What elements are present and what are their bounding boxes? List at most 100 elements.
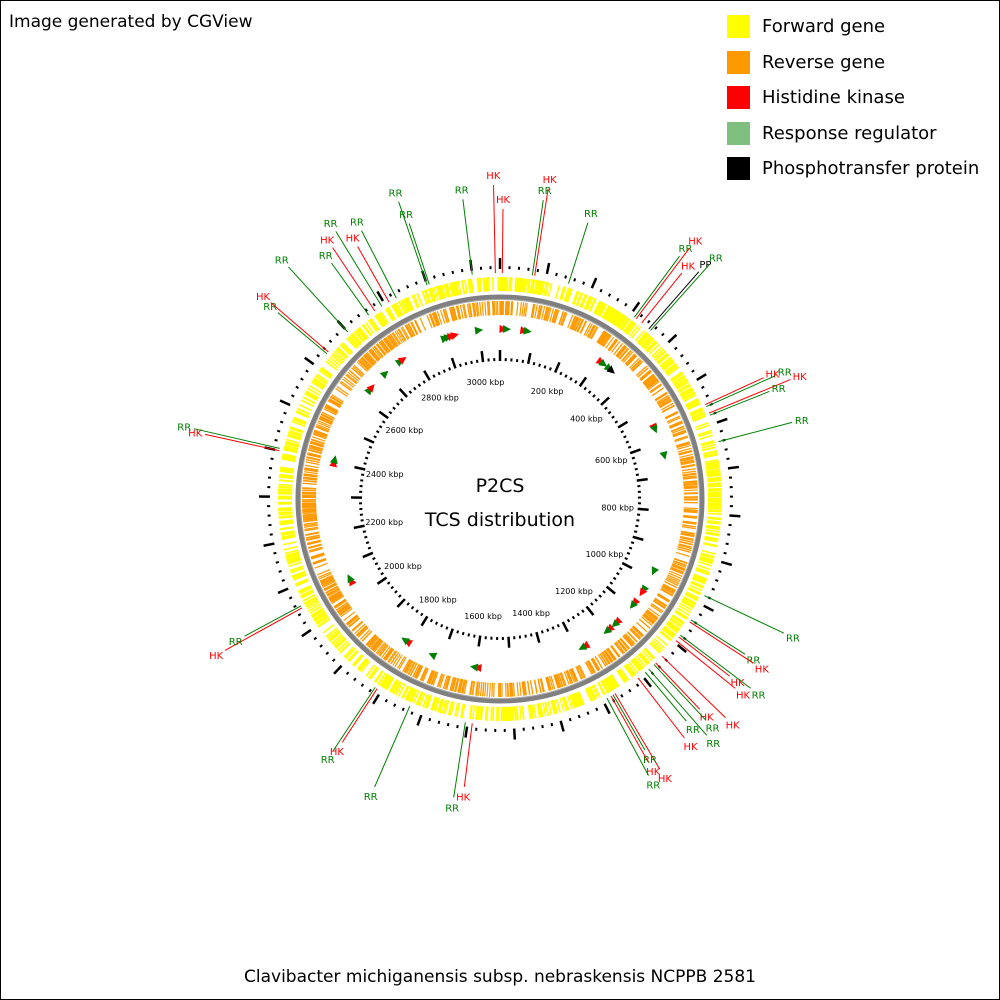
forward-gene-mark xyxy=(706,520,721,524)
forward-gene-mark xyxy=(280,467,295,472)
forward-gene-mark xyxy=(350,333,362,346)
reverse-gene-mark xyxy=(317,420,332,427)
reverse-gene-mark xyxy=(372,347,382,359)
reverse-gene-mark xyxy=(672,561,687,568)
forward-gene-mark xyxy=(527,278,531,293)
forward-gene-mark xyxy=(292,418,307,426)
outer-minor-tick xyxy=(718,570,722,573)
reverse-gene-mark xyxy=(651,387,665,397)
forward-gene-mark xyxy=(370,317,380,331)
reverse-gene-mark xyxy=(491,682,494,697)
forward-gene-mark xyxy=(451,281,457,296)
ruler-minor-tick xyxy=(587,390,592,394)
forward-gene-mark xyxy=(353,655,364,667)
forward-gene-mark xyxy=(357,658,368,671)
reverse-gene-mark xyxy=(384,337,394,350)
reverse-gene-mark xyxy=(336,386,349,396)
forward-gene-mark xyxy=(279,476,294,480)
forward-gene-mark xyxy=(507,706,510,721)
reverse-gene-mark xyxy=(601,651,611,664)
feature-label-rr: RR xyxy=(445,803,459,814)
reverse-gene-mark xyxy=(656,394,669,404)
reverse-gene-mark xyxy=(652,600,666,610)
reverse-gene-mark xyxy=(531,304,536,318)
reverse-gene-mark xyxy=(672,429,686,436)
ruler-major-tick xyxy=(480,350,485,363)
forward-gene-mark xyxy=(665,364,678,374)
reverse-gene-mark xyxy=(334,599,347,608)
feature-leader-line xyxy=(361,230,397,299)
forward-gene-mark xyxy=(576,691,584,706)
reverse-gene-mark xyxy=(448,307,454,322)
outer-minor-tick xyxy=(300,377,304,381)
feature-label-rr: RR xyxy=(177,422,191,433)
outer-major-tick xyxy=(720,560,733,567)
reverse-gene-mark xyxy=(469,680,474,695)
feature-leader-line xyxy=(709,391,770,416)
ruler-minor-tick xyxy=(624,557,628,561)
reverse-gene-mark xyxy=(681,463,696,468)
reverse-gene-mark xyxy=(479,301,482,317)
ruler-major-tick xyxy=(362,551,374,559)
reverse-gene-mark xyxy=(521,681,525,696)
forward-gene-mark xyxy=(547,282,553,297)
forward-gene-mark xyxy=(660,630,673,641)
reverse-gene-mark xyxy=(367,636,379,648)
ruler-major-tick xyxy=(353,524,365,530)
forward-gene-mark xyxy=(304,392,318,401)
forward-gene-mark xyxy=(443,283,449,298)
forward-gene-mark xyxy=(300,399,315,408)
reverse-gene-mark xyxy=(476,302,480,317)
forward-gene-mark xyxy=(292,417,307,425)
forward-gene-mark xyxy=(280,532,295,536)
reverse-gene-mark xyxy=(554,674,560,689)
feature-leader-line xyxy=(610,695,649,763)
forward-gene-mark xyxy=(648,343,660,355)
forward-gene-mark xyxy=(702,446,717,452)
reverse-gene-mark xyxy=(356,625,368,636)
reverse-gene-mark xyxy=(307,543,322,549)
ruler-major-tick xyxy=(605,585,616,595)
outer-minor-tick xyxy=(356,313,361,318)
ruler-major-tick xyxy=(423,370,431,381)
reverse-gene-mark xyxy=(317,421,331,429)
reverse-gene-mark xyxy=(683,515,698,519)
forward-gene-mark xyxy=(579,293,587,308)
forward-gene-mark xyxy=(532,704,537,719)
reverse-gene-mark xyxy=(329,398,342,407)
reverse-gene-mark xyxy=(632,361,643,372)
forward-gene-mark xyxy=(454,281,459,296)
ruler-minor-tick xyxy=(367,546,372,550)
forward-gene-mark xyxy=(691,411,705,419)
reverse-gene-mark xyxy=(421,667,428,682)
reverse-gene-mark xyxy=(318,418,332,426)
reverse-gene-mark xyxy=(631,626,643,638)
reverse-gene-mark xyxy=(683,482,698,486)
forward-gene-mark xyxy=(707,482,722,485)
reverse-gene-mark xyxy=(322,580,336,588)
feature-leader-line xyxy=(704,595,785,634)
ruler-minor-tick xyxy=(386,581,391,585)
reverse-gene-mark xyxy=(304,526,319,531)
reverse-gene-mark xyxy=(459,679,464,694)
ruler-minor-tick xyxy=(464,362,468,366)
reverse-gene-mark xyxy=(671,564,685,572)
ruler-minor-tick xyxy=(635,524,639,528)
forward-gene-mark xyxy=(441,699,447,714)
outer-minor-tick xyxy=(719,429,724,433)
outer-minor-tick xyxy=(674,346,678,351)
reverse-gene-mark xyxy=(679,453,694,459)
forward-gene-mark xyxy=(334,637,346,648)
ruler-minor-tick xyxy=(625,440,630,444)
tcs-marker-rr xyxy=(629,600,639,609)
reverse-gene-mark xyxy=(339,382,352,392)
forward-gene-mark xyxy=(337,346,349,358)
forward-gene-mark xyxy=(410,689,418,703)
forward-gene-mark xyxy=(446,283,452,298)
forward-gene-mark xyxy=(701,549,716,555)
forward-gene-mark xyxy=(674,378,688,388)
reverse-gene-mark xyxy=(310,441,325,447)
outer-minor-tick xyxy=(360,683,365,687)
reverse-gene-mark xyxy=(608,339,619,352)
